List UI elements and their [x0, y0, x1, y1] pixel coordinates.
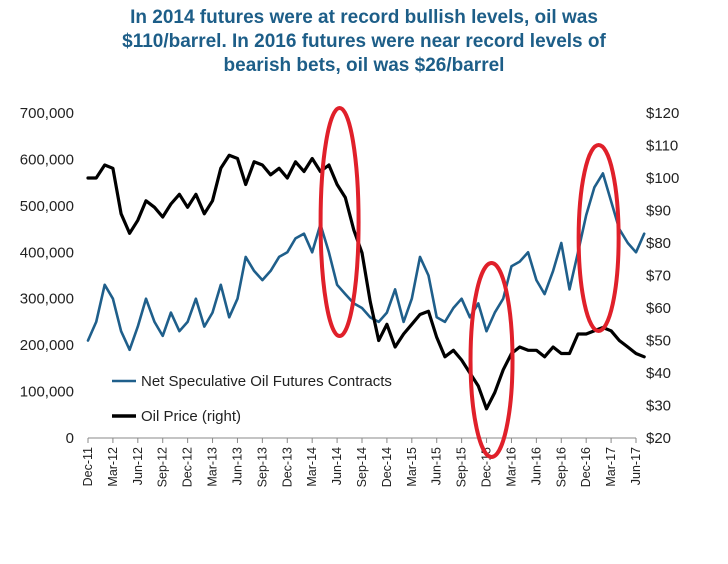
y-right-tick-label: $50: [646, 333, 671, 350]
y-left-tick-label: 500,000: [20, 198, 74, 215]
y-right-tick-label: $60: [646, 300, 671, 317]
x-tick-label: Sep-14: [355, 447, 369, 487]
highlight-ellipse-2016: [468, 261, 515, 459]
y-right-tick-label: $110: [646, 138, 678, 155]
y-right-tick-label: $80: [646, 235, 671, 252]
chart-title-line-2: $110/barrel. In 2016 futures were near r…: [122, 31, 606, 52]
x-tick-label: Mar-12: [106, 447, 120, 487]
x-tick-label: Jun-15: [430, 447, 444, 485]
x-tick-label: Dec-11: [81, 447, 95, 486]
x-tick-label: Sep-16: [554, 447, 568, 487]
y-right-tick-label: $70: [646, 268, 671, 285]
x-tick-label: Sep-13: [255, 447, 269, 487]
x-tick-label: Mar-13: [206, 447, 220, 487]
highlight-ellipse-2014: [318, 106, 361, 338]
axes: 0 100,000 200,000 300,000 400,000 500,000 600,…: [20, 105, 680, 487]
x-tick-label: Mar-17: [604, 447, 618, 487]
y-right-tick-label: $30: [646, 398, 671, 415]
x-tick-label: Dec-12: [181, 447, 195, 487]
highlight-ellipse-2017: [576, 143, 621, 333]
y-left-tick-label: 600,000: [20, 151, 74, 168]
chart-title-line-3: bearish bets, oil was $26/barrel: [223, 55, 505, 76]
x-tick-label: Mar-15: [405, 447, 419, 487]
y-left-tick-label: 0: [66, 430, 74, 447]
x-tick-label: Sep-15: [455, 447, 469, 487]
highlight-ellipses: [318, 106, 621, 459]
x-tick-label: Jun-17: [629, 447, 643, 485]
x-tick-label: Jun-14: [330, 447, 344, 485]
x-tick-label: Jun-16: [529, 447, 543, 485]
x-tick-label: Dec-16: [579, 447, 593, 487]
y-right-tick-label: $100: [646, 170, 679, 187]
chart-title: In 2014 futures were at record bullish l…: [0, 6, 728, 78]
x-tick-label: Dec-14: [380, 447, 394, 487]
y-left-tick-label: 100,000: [20, 384, 74, 401]
x-tick-label: Sep-12: [156, 447, 170, 487]
y-right-tick-label: $90: [646, 203, 671, 220]
contracts-series-line: [86, 172, 646, 352]
x-tick-label: Mar-14: [305, 447, 319, 487]
chart-title-line-1: In 2014 futures were at record bullish l…: [130, 7, 598, 28]
x-tick-label: Mar-16: [504, 447, 518, 487]
y-right-tick-label: $120: [646, 105, 679, 122]
y-right-tick-label: $40: [646, 365, 671, 382]
y-left-tick-label: 300,000: [20, 291, 74, 308]
x-tick-label: Dec-13: [280, 447, 294, 487]
legend-oil-price-label: Oil Price (right): [141, 408, 241, 425]
x-tick-label: Jun-13: [230, 447, 244, 485]
legend-contracts-label: Net Speculative Oil Futures Contracts: [141, 373, 392, 390]
x-tick-label: Jun-12: [131, 447, 145, 485]
y-left-tick-label: 400,000: [20, 244, 74, 261]
y-left-tick-label: 700,000: [20, 105, 74, 122]
series-lines: [86, 153, 646, 411]
oil-price-series-line: [86, 153, 646, 411]
legend: Net Speculative Oil Futures Contracts Oil…: [112, 373, 392, 425]
y-right-tick-label: $20: [646, 430, 671, 447]
y-left-tick-label: 200,000: [20, 337, 74, 354]
